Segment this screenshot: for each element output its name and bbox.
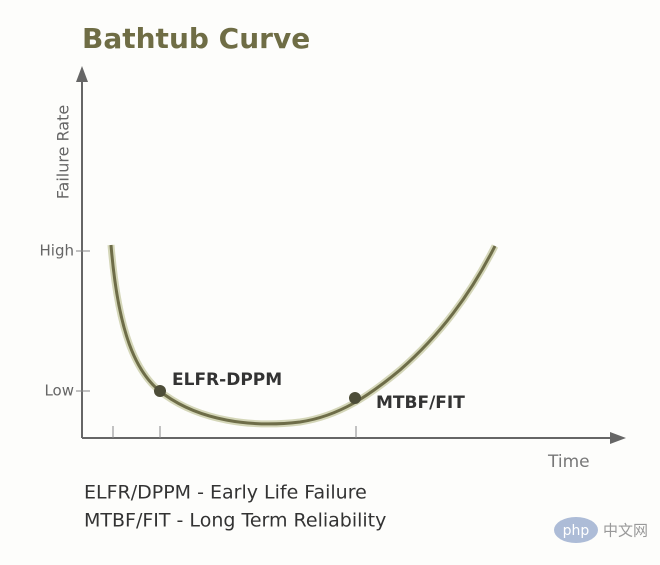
title: Bathtub Curve (82, 22, 310, 55)
watermark-logo: php (563, 523, 590, 539)
point (154, 385, 166, 397)
legend-line: MTBF/FIT - Long Term Reliability (84, 510, 386, 532)
watermark-text: 中文网 (603, 522, 648, 540)
y-tick-label: Low (44, 382, 74, 400)
point-label: ELFR-DPPM (172, 370, 282, 390)
x-arrow (610, 432, 626, 444)
legend-line: ELFR/DPPM - Early Life Failure (84, 482, 367, 504)
point (349, 392, 361, 404)
point-label: MTBF/FIT (376, 393, 465, 413)
curve (109, 244, 497, 426)
y-axis-label: Failure Rate (54, 105, 73, 199)
y-tick-label: High (40, 242, 74, 260)
watermark-logo-bg (554, 517, 598, 543)
y-arrow (76, 66, 88, 82)
x-axis-label: Time (547, 452, 590, 472)
